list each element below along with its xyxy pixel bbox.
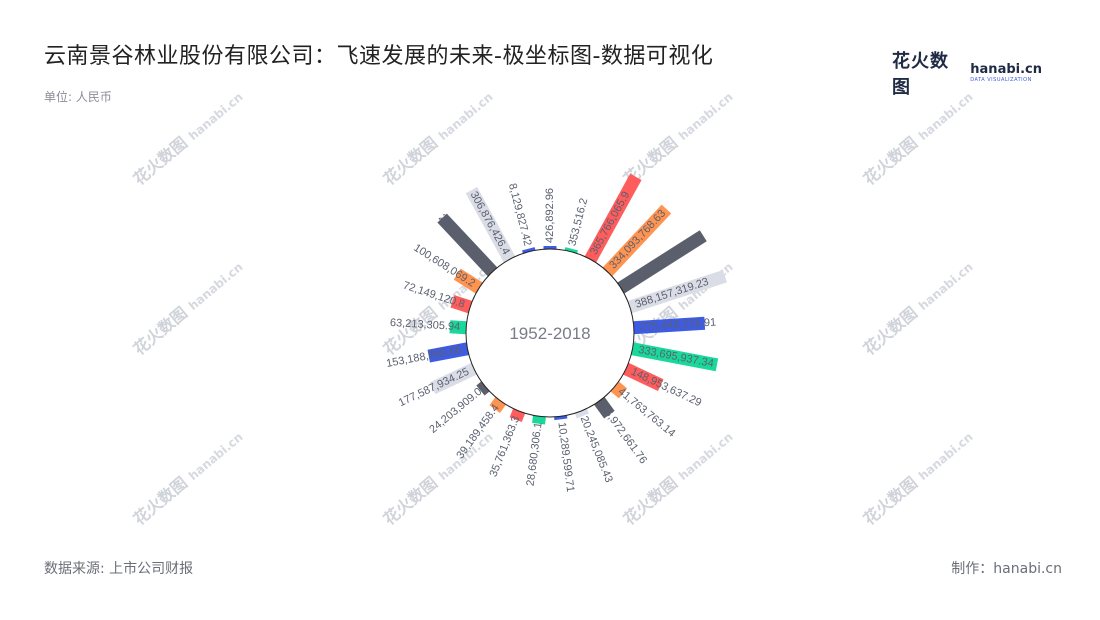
bar — [631, 342, 719, 372]
svg-text:花火数图: 花火数图 — [860, 473, 921, 529]
bar — [564, 247, 578, 254]
bar-group — [610, 381, 628, 399]
bar-group — [489, 397, 506, 413]
svg-text:花火数图: 花火数图 — [620, 473, 681, 529]
bar — [427, 342, 469, 363]
logo-cn-text: 花火数图 — [892, 51, 949, 98]
bar — [437, 213, 498, 277]
bar — [617, 230, 707, 294]
svg-text:花火数图: 花火数图 — [130, 303, 191, 359]
bar-value-label: 10,289,599.71 — [555, 422, 576, 493]
bar — [465, 186, 516, 263]
center-circle — [465, 248, 635, 418]
bar-group — [465, 186, 516, 263]
page-title: 云南景谷林业股份有限公司：飞速发展的未来-极坐标图-数据可视化 — [44, 44, 714, 69]
bar — [543, 246, 557, 249]
bar-group — [564, 247, 578, 254]
bar-value-label: 28,680,306.1 — [525, 422, 545, 487]
bar-group — [617, 230, 707, 294]
bar-group — [554, 415, 568, 421]
bar-value-label: 333,695,937.34 — [637, 344, 714, 370]
bar — [610, 381, 628, 399]
bar-group — [427, 342, 469, 363]
bar — [602, 204, 672, 277]
bar-value-label: 35,761,363.3 — [488, 414, 523, 478]
svg-text:hanabi.cn: hanabi.cn — [186, 430, 246, 483]
bar — [627, 269, 728, 314]
bar — [532, 415, 546, 425]
bar — [429, 362, 477, 395]
svg-text:花火数图: 花火数图 — [380, 473, 441, 529]
bar-group — [453, 268, 483, 294]
bar-group — [584, 173, 642, 263]
bar-value-label: 8,129,827.42 — [506, 182, 534, 247]
brand-logo: 花火数图 hanabi.cn DATA VISUALIZATION — [892, 51, 1042, 98]
bar-group — [450, 295, 473, 314]
svg-text:hanabi.cn: hanabi.cn — [916, 260, 976, 313]
bar-group — [437, 213, 498, 277]
unit-label: 单位: 人民币 — [44, 90, 112, 104]
bar — [584, 173, 642, 263]
bar-group — [631, 342, 719, 372]
center-label: 1952-2018 — [509, 324, 590, 343]
logo-tagline: DATA VISUALIZATION — [970, 77, 1032, 83]
logo-en-text: hanabi.cn — [970, 62, 1042, 77]
bar-group — [623, 362, 664, 391]
bar-group — [602, 204, 672, 277]
svg-text:hanabi.cn: hanabi.cn — [676, 430, 736, 483]
bar — [554, 415, 568, 421]
data-source: 数据来源: 上市公司财报 — [44, 561, 194, 577]
bar-group — [627, 269, 728, 314]
bars-layer — [427, 173, 728, 425]
svg-text:hanabi.cn: hanabi.cn — [916, 90, 976, 143]
bar — [623, 362, 664, 391]
svg-text:hanabi.cn: hanabi.cn — [186, 90, 246, 143]
bar-value-label: 353,516.2 — [566, 197, 590, 247]
bar-group — [429, 362, 477, 395]
bar — [574, 408, 589, 419]
bar — [449, 320, 467, 335]
svg-text:hanabi.cn: hanabi.cn — [916, 430, 976, 483]
bar — [633, 316, 706, 335]
svg-text:花火数图: 花火数图 — [380, 133, 441, 189]
svg-text:hanabi.cn: hanabi.cn — [676, 90, 736, 143]
bar — [489, 397, 506, 413]
svg-text:花火数图: 花火数图 — [860, 303, 921, 359]
svg-text:花火数图: 花火数图 — [860, 133, 921, 189]
bar — [594, 397, 615, 419]
bar-value-label: 426,892.96 — [544, 188, 556, 243]
logo-en-block: hanabi.cn DATA VISUALIZATION — [970, 63, 1042, 83]
bar-value-label: 20,245,085.43 — [578, 414, 615, 484]
svg-text:花火数图: 花火数图 — [130, 133, 191, 189]
bar-group — [574, 408, 589, 419]
bar — [453, 268, 483, 294]
bar-group — [476, 381, 490, 396]
svg-text:hanabi.cn: hanabi.cn — [436, 90, 496, 143]
bar — [450, 295, 473, 314]
bar-group — [633, 316, 706, 335]
svg-text:hanabi.cn: hanabi.cn — [186, 260, 246, 313]
bar-value-label: 63,213,305.94 — [390, 317, 461, 333]
bar-group — [543, 246, 557, 249]
bar — [476, 381, 490, 396]
bar-group — [522, 247, 536, 254]
maker-credit: 制作：hanabi.cn — [951, 561, 1062, 577]
bar-group — [532, 415, 546, 425]
bar-group — [449, 320, 467, 335]
bar-value-label: 275,648,218.91 — [639, 316, 716, 333]
svg-text:花火数图: 花火数图 — [130, 473, 191, 529]
bar — [522, 247, 536, 254]
bar-group — [594, 397, 615, 419]
